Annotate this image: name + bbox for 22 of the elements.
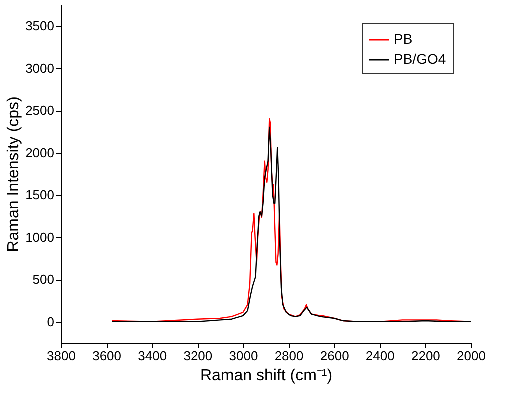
y-tick-label: 2000 <box>26 145 54 160</box>
x-axis-title: Raman shift (cm⁻¹) <box>200 368 333 384</box>
y-tick-label: 500 <box>32 272 54 288</box>
x-tick-label: 2000 <box>457 348 486 364</box>
legend-label: PB/GO4 <box>394 51 446 67</box>
x-tick-label: 3200 <box>184 348 213 364</box>
y-axis-title: Raman Intensity (cps) <box>6 96 23 252</box>
y-tick-label: 1000 <box>26 230 54 245</box>
x-tick-label: 3600 <box>92 348 122 364</box>
y-tick-label: 3500 <box>26 18 54 34</box>
y-tick-label: 3000 <box>26 60 54 76</box>
x-tick-label: 2600 <box>320 348 350 364</box>
x-tick-label: 3000 <box>229 348 258 364</box>
x-tick-label: 2400 <box>366 348 395 364</box>
x-tick-label: 3800 <box>47 348 76 364</box>
x-tick-label: 2200 <box>411 348 440 364</box>
x-tick-label: 2800 <box>274 348 304 364</box>
y-tick-label: 1500 <box>26 188 54 203</box>
y-tick-label: 2500 <box>26 103 54 118</box>
x-tick-label: 3400 <box>138 348 168 364</box>
y-tick-label: 0 <box>47 314 54 330</box>
legend-label: PB <box>394 31 413 47</box>
